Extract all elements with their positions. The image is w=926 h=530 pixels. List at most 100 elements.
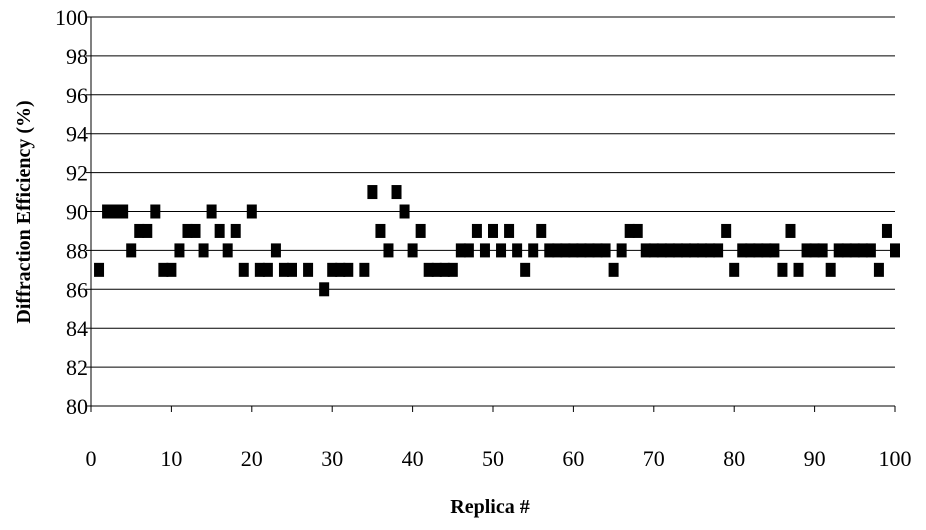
x-axis-title: Replica # (450, 496, 529, 518)
data-point (102, 204, 113, 219)
data-point (94, 262, 105, 277)
data-point (737, 243, 748, 258)
data-point (383, 243, 394, 258)
data-point (560, 243, 571, 258)
data-point (833, 243, 844, 258)
data-point (391, 185, 402, 200)
data-point (174, 243, 185, 258)
data-point (254, 262, 265, 277)
x-tick-label: 40 (402, 446, 424, 471)
data-point (753, 243, 764, 258)
data-point (881, 223, 892, 238)
data-point (825, 262, 836, 277)
y-tick-label: 96 (66, 83, 88, 108)
y-tick-label: 80 (66, 394, 88, 419)
data-point (496, 243, 507, 258)
y-axis-title: Diffraction Efficiency (%) (13, 100, 35, 323)
data-point (729, 262, 740, 277)
data-point (576, 243, 587, 258)
data-point (142, 223, 153, 238)
data-point (222, 243, 233, 258)
data-point (544, 243, 555, 258)
data-point (745, 243, 756, 258)
y-tick-label: 98 (66, 44, 88, 69)
data-point (230, 223, 241, 238)
x-tick-label: 60 (562, 446, 584, 471)
data-point (713, 243, 724, 258)
data-point (504, 223, 515, 238)
data-point (785, 223, 796, 238)
data-point (447, 262, 458, 277)
data-point (512, 243, 523, 258)
y-tick-label: 92 (66, 161, 88, 186)
data-point (150, 204, 161, 219)
data-point (134, 223, 145, 238)
data-point (367, 185, 378, 200)
data-point (479, 243, 490, 258)
data-point (890, 243, 900, 258)
data-point (680, 243, 691, 258)
data-point (817, 243, 828, 258)
x-tick-label: 10 (160, 446, 182, 471)
data-point (648, 243, 659, 258)
data-point (664, 243, 675, 258)
data-point (359, 262, 370, 277)
data-point (697, 243, 708, 258)
data-point (471, 223, 482, 238)
data-point (190, 223, 201, 238)
data-point (343, 262, 354, 277)
data-point (857, 243, 868, 258)
y-tick-label: 100 (55, 5, 88, 30)
data-point (126, 243, 137, 258)
data-point (423, 262, 434, 277)
y-tick-label: 84 (66, 316, 88, 341)
data-point (278, 262, 289, 277)
data-point (110, 204, 121, 219)
x-tick-label: 80 (723, 446, 745, 471)
data-point (865, 243, 876, 258)
data-points (94, 185, 900, 297)
axes (86, 16, 896, 412)
data-point (158, 262, 169, 277)
data-point (584, 243, 595, 258)
data-point (809, 243, 820, 258)
data-point (455, 243, 466, 258)
data-point (568, 243, 579, 258)
y-tick-label: 82 (66, 355, 88, 380)
data-point (761, 243, 772, 258)
data-point (656, 243, 667, 258)
data-point (270, 243, 281, 258)
data-point (841, 243, 852, 258)
data-point (769, 243, 780, 258)
data-point (182, 223, 193, 238)
data-point (415, 223, 426, 238)
y-tick-label: 86 (66, 277, 88, 302)
data-point (431, 262, 442, 277)
x-tick-label: 100 (879, 446, 912, 471)
data-point (777, 262, 788, 277)
data-point (552, 243, 563, 258)
data-point (407, 243, 418, 258)
x-tick-label: 50 (482, 446, 504, 471)
data-point (849, 243, 860, 258)
gridlines (91, 16, 895, 407)
data-point (214, 223, 225, 238)
data-point (463, 243, 474, 258)
data-point (624, 223, 635, 238)
data-point (536, 223, 547, 238)
data-point (488, 223, 498, 238)
data-point (335, 262, 346, 277)
data-point (873, 262, 884, 277)
data-point (238, 262, 249, 277)
x-tick-label: 90 (804, 446, 826, 471)
data-point (303, 262, 314, 277)
data-point (608, 262, 619, 277)
data-point (616, 243, 627, 258)
data-point (118, 204, 129, 219)
data-point (640, 243, 651, 258)
y-tick-label: 88 (66, 238, 88, 263)
data-point (206, 204, 217, 219)
tick-labels: 80 82 84 86 88 90 92 94 96 98 100 0 10 20 30 40 50 60 70 80… (55, 5, 912, 471)
data-point (793, 262, 804, 277)
